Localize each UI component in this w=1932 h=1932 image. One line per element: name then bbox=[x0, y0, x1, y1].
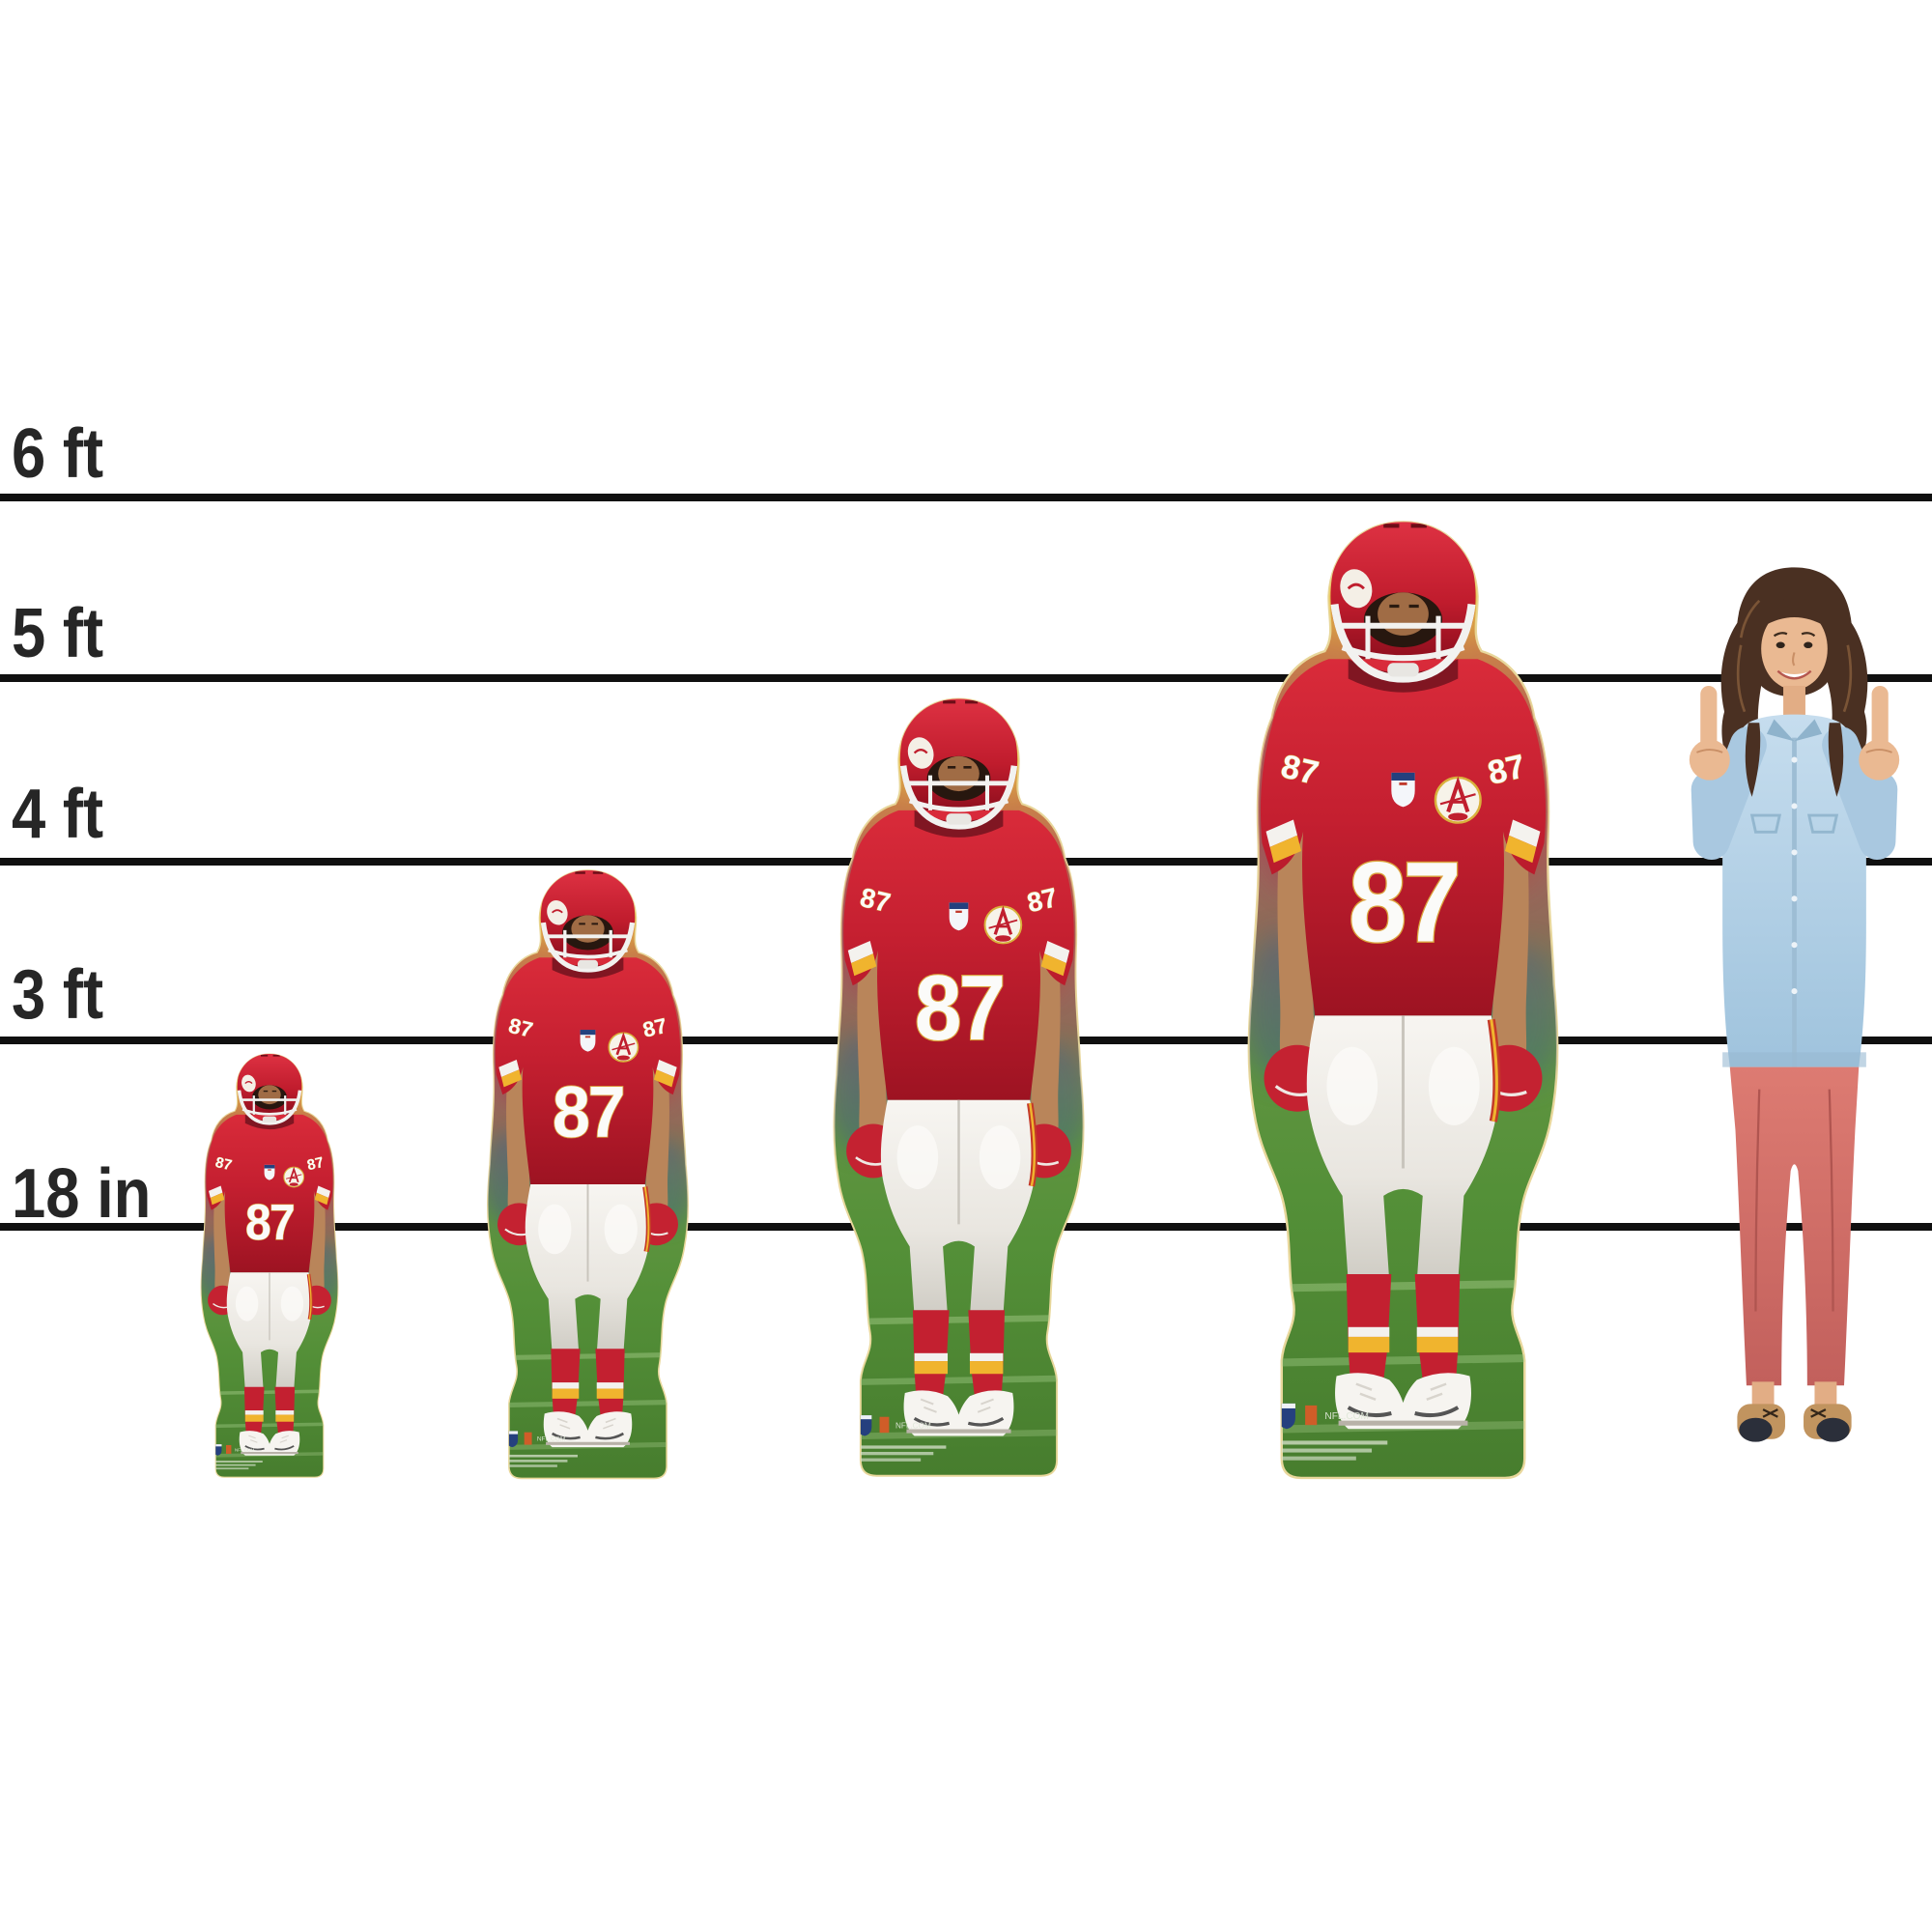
player-standee-small bbox=[191, 1045, 348, 1479]
player-standee-large bbox=[816, 683, 1101, 1479]
tick-label-18in: 18 in bbox=[12, 1155, 152, 1233]
ruler-line-6ft bbox=[0, 494, 1932, 501]
player-standee-life-size bbox=[1227, 502, 1579, 1482]
player-standee-medium bbox=[473, 858, 702, 1481]
woman-reference bbox=[1686, 553, 1903, 1478]
ruler-line-5ft bbox=[0, 674, 1932, 682]
tick-label-3ft: 3 ft bbox=[12, 956, 104, 1034]
tick-label-4ft: 4 ft bbox=[12, 776, 104, 853]
tick-label-6ft: 6 ft bbox=[12, 415, 104, 493]
tick-label-5ft: 5 ft bbox=[12, 595, 104, 672]
